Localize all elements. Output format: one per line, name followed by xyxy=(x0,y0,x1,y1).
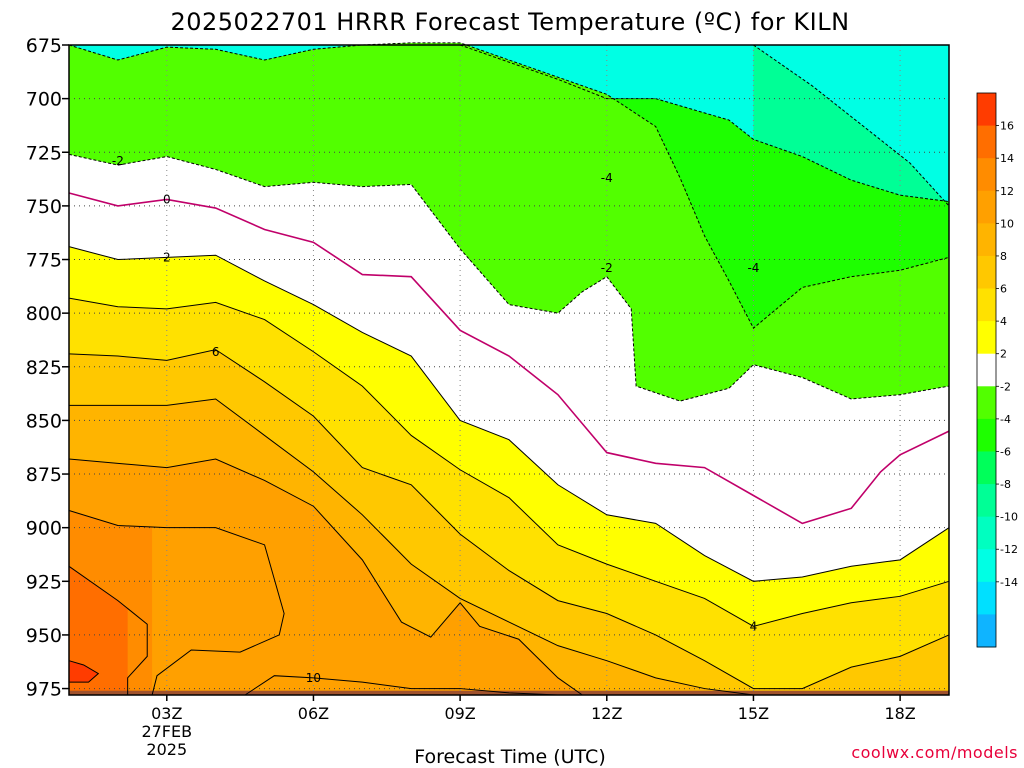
contour-label: 4 xyxy=(750,619,758,633)
colorbar-swatch xyxy=(977,190,996,224)
credit-text: coolwx.com/models xyxy=(851,743,1018,762)
x-tick-label: 27FEB xyxy=(141,722,192,741)
band-16 xyxy=(69,660,99,683)
colorbar-label: 12 xyxy=(1000,185,1014,198)
band-10 xyxy=(69,459,583,695)
colorbar-label: 14 xyxy=(1000,152,1014,165)
colorbar-label: 16 xyxy=(1000,120,1014,133)
colorbar-swatch xyxy=(977,418,996,452)
contour-line-10 xyxy=(244,675,558,696)
contour-line--2 xyxy=(68,42,950,329)
contour-line-6 xyxy=(68,349,950,690)
colorbar-label: 10 xyxy=(1000,217,1014,230)
colorbar-swatch xyxy=(977,125,996,159)
y-tick-label: 750 xyxy=(26,196,62,218)
contour-line--6 xyxy=(753,44,950,207)
contour-line-14 xyxy=(68,565,148,695)
contour-line-12 xyxy=(68,510,285,696)
contour-line-0 xyxy=(68,192,950,525)
y-tick-label: 850 xyxy=(26,410,62,432)
colorbar-label: -14 xyxy=(1000,576,1018,589)
colorbar-label: -4 xyxy=(1000,413,1011,426)
y-axis: 675 700 725 750 775 800 825 850 875 900 925 950 975 xyxy=(26,35,69,701)
contour-line--2 xyxy=(68,153,950,402)
colorbar-swatch xyxy=(977,451,996,485)
contour-label: -4 xyxy=(601,171,613,185)
x-tick-label: 2025 xyxy=(146,740,187,759)
contour-line-8 xyxy=(69,398,754,696)
colorbar-swatch xyxy=(977,288,996,322)
y-tick-label: 825 xyxy=(26,357,62,379)
contour-line-2 xyxy=(68,246,950,582)
y-tick-label: 700 xyxy=(26,89,62,111)
y-tick-label: 900 xyxy=(26,518,62,540)
colorbar-swatch xyxy=(977,255,996,290)
colorbar-label: -10 xyxy=(1000,511,1018,524)
plot-frame xyxy=(68,44,950,696)
colorbar-swatch xyxy=(977,353,996,387)
colorbar-label: 8 xyxy=(1000,250,1007,263)
contour-label: 6 xyxy=(212,345,220,359)
x-tick-label: 06Z xyxy=(298,704,329,723)
y-tick-label: 800 xyxy=(26,303,62,325)
y-tick-label: 875 xyxy=(26,464,62,486)
colorbar-swatch xyxy=(977,516,996,550)
colorbar-swatch xyxy=(977,549,996,583)
colorbar-swatch xyxy=(977,321,996,355)
colorbar-label: 2 xyxy=(1000,348,1007,361)
contour-label: 2 xyxy=(163,250,171,264)
contour-line-4 xyxy=(68,297,950,627)
colorbar-label: -6 xyxy=(1000,445,1011,458)
band-14 xyxy=(69,566,128,695)
colorbar-swatch xyxy=(977,386,996,420)
colorbar-label: -12 xyxy=(1000,543,1018,556)
colorbar-label: 4 xyxy=(1000,315,1007,328)
contour-line-10 xyxy=(68,458,583,696)
contour-lines xyxy=(68,42,950,696)
colorbar-label: -2 xyxy=(1000,380,1011,393)
plot-area xyxy=(69,42,949,696)
x-axis-label: Forecast Time (UTC) xyxy=(414,746,605,768)
colorbar-swatch xyxy=(977,223,996,257)
colorbar-legend: 16 14 12 10 8 6 4 2 -2 -4 -6 -8 -10 -12 -14 xyxy=(976,92,1018,648)
chart-title: 2025022701 HRRR Forecast Temperature (ºC… xyxy=(170,8,849,36)
x-tick-label: 18Z xyxy=(884,704,915,723)
colorbar-swatch xyxy=(977,614,996,648)
colorbar-swatch xyxy=(977,158,996,192)
x-tick-label: 03Z xyxy=(151,704,182,723)
x-tick-label: 15Z xyxy=(738,704,769,723)
contour-label: -2 xyxy=(601,261,613,275)
y-tick-label: 775 xyxy=(26,250,62,272)
y-tick-label: 925 xyxy=(26,571,62,593)
y-tick-label: 975 xyxy=(26,679,62,701)
contour-line--4 xyxy=(459,44,950,203)
contour-label: -2 xyxy=(112,154,124,168)
colorbar-frame xyxy=(976,92,997,648)
contour-label: -4 xyxy=(747,261,759,275)
colorbar-swatch xyxy=(977,93,996,127)
y-tick-label: 725 xyxy=(26,142,62,164)
x-tick-label: 09Z xyxy=(444,704,475,723)
contour-labels: -2 0 2 6 10 -4 -2 -4 4 xyxy=(112,154,760,685)
colorbar-label: -8 xyxy=(1000,478,1011,491)
colorbar-swatch xyxy=(977,484,996,518)
y-tick-label: 950 xyxy=(26,625,62,647)
x-tick-label: 12Z xyxy=(591,704,622,723)
colorbar-label: 6 xyxy=(1000,283,1007,296)
contour-label: 0 xyxy=(163,192,171,206)
contour-line-16 xyxy=(68,660,100,683)
contour-label: 10 xyxy=(306,671,321,685)
y-tick-label: 675 xyxy=(26,35,62,57)
colorbar-swatch xyxy=(977,581,996,615)
